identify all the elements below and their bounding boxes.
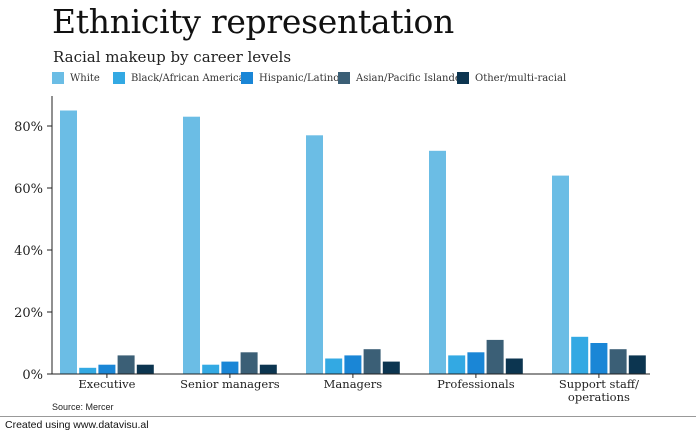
bar-executive-asian-pacific-islander [117, 355, 135, 374]
chart-subtitle: Racial makeup by career levels [53, 48, 292, 66]
legend-swatch-hispanic-latino [241, 72, 253, 84]
bar-executive-white [60, 110, 77, 374]
source-note: Source: Mercer [52, 402, 114, 412]
bar-professionals-hispanic-latino [467, 352, 485, 374]
bar-support-staff-operations-hispanic-latino [590, 343, 608, 374]
bar-executive-hispanic-latino [98, 364, 116, 374]
legend-label-black-african-american: Black/African American [131, 72, 252, 84]
legend-item-white: White [52, 71, 100, 85]
bar-executive-black-african-american [79, 367, 97, 374]
bar-professionals-white [429, 150, 446, 374]
bar-managers-hispanic-latino [344, 355, 362, 374]
legend-item-black-african-american: Black/African American [113, 71, 251, 85]
legend-label-other-multi-racial: Other/multi-racial [475, 72, 567, 84]
footer-divider [0, 416, 696, 417]
bar-chart: 0% 20% 40% 60% 80% Executive Senior managers M… [14, 96, 650, 404]
bar-managers-other-multi-racial [382, 361, 400, 374]
bar-professionals-asian-pacific-islander [486, 339, 504, 374]
legend-swatch-other-multi-racial [457, 72, 469, 84]
bar-professionals-other-multi-racial [505, 358, 523, 374]
y-tick-label-80: 80% [14, 120, 43, 135]
bar-support-staff-operations-asian-pacific-islander [609, 349, 627, 374]
y-tick-label-20: 20% [14, 306, 43, 321]
legend-item-hispanic-latino: Hispanic/Latino [241, 71, 339, 85]
legend-label-hispanic-latino: Hispanic/Latino [259, 72, 340, 84]
bar-managers-black-african-american [325, 358, 343, 374]
bar-professionals-black-african-american [448, 355, 466, 374]
bar-support-staff-operations-white [552, 175, 569, 374]
x-tick-label-senior-managers: Senior managers [180, 377, 280, 391]
y-tick-label-0: 0% [22, 368, 43, 383]
legend-item-other-multi-racial: Other/multi-racial [457, 71, 566, 85]
chart-title: Ethnicity representation [52, 2, 454, 41]
x-tick-label-professionals: Professionals [437, 377, 515, 391]
bar-senior-managers-hispanic-latino [221, 361, 239, 374]
bar-senior-managers-other-multi-racial [259, 364, 277, 374]
legend-swatch-asian-pacific-islander [338, 72, 350, 84]
legend-item-asian-pacific-islander: Asian/Pacific Islander [338, 71, 466, 85]
y-axis-ticks: 0% 20% 40% 60% 80% [14, 120, 52, 383]
y-tick-label-40: 40% [14, 244, 43, 259]
x-axis-labels: Executive Senior managers Managers Professi… [78, 374, 639, 404]
bar-managers-asian-pacific-islander [363, 349, 381, 374]
legend-swatch-white [52, 72, 64, 84]
credit-link[interactable]: Created using www.datavisu.al [5, 419, 149, 431]
bar-support-staff-operations-black-african-american [571, 336, 589, 374]
bar-senior-managers-asian-pacific-islander [240, 352, 258, 374]
x-tick-label-executive: Executive [78, 377, 135, 391]
bar-senior-managers-white [183, 116, 200, 374]
bar-managers-white [306, 135, 323, 374]
x-tick-label-support-staff-operations: Support staff/operations [559, 377, 639, 404]
x-tick-label-managers: Managers [324, 377, 383, 391]
legend-swatch-black-african-american [113, 72, 125, 84]
bar-support-staff-operations-other-multi-racial [628, 355, 646, 374]
bar-senior-managers-black-african-american [202, 364, 220, 374]
legend-label-white: White [70, 72, 100, 84]
y-tick-label-60: 60% [14, 182, 43, 197]
bar-executive-other-multi-racial [136, 364, 154, 374]
legend-label-asian-pacific-islander: Asian/Pacific Islander [356, 72, 466, 84]
bars [60, 110, 646, 374]
